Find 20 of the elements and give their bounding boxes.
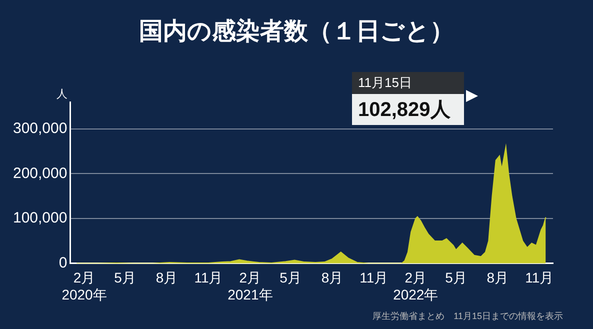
x-tick-label: 2月 2022年 [393,270,438,302]
y-tick-label: 200,000 [12,164,68,182]
x-tick-label: 11月 [194,270,223,286]
x-tick-label: 2月 2021年 [228,270,273,302]
y-tick-label: 100,000 [12,210,68,227]
chart-title: 国内の感染者数（１日ごと） [138,17,455,47]
x-tick-label: 8月 [486,270,509,286]
x-tick-label: 5月 [445,270,467,286]
y-tick-label: 300,000 [12,120,68,138]
x-tick-label: 8月 [321,270,344,286]
annotation: 102,829人 [352,94,464,125]
y-axis-title: 人 [56,88,68,101]
x-tick-label: 2月 2020年 [62,270,107,302]
x-tick-label: 11月 [360,270,388,286]
x-tick-label: 5月 [114,270,136,286]
text: 厚生労働省まとめ 11月15日までの情報を表示 [372,310,563,321]
x-tick-label: 5月 [280,270,302,286]
y-tick-label: 0 [58,254,68,272]
x-tick-label: 11月 [525,270,554,286]
x-tick-label: 8月 [156,270,178,286]
